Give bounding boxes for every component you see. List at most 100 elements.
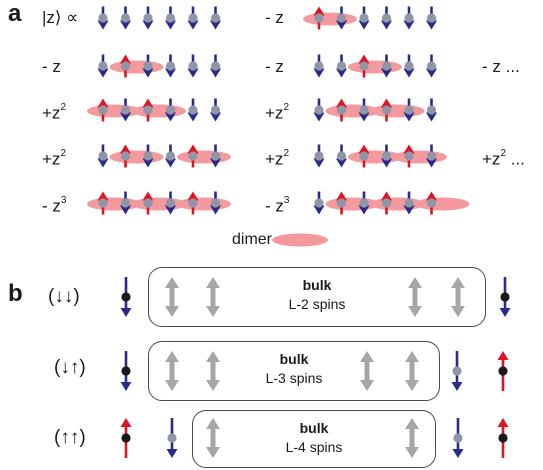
bulk-spin-count: L-2 spins: [288, 296, 346, 312]
spin-down-arrow-site: [210, 198, 221, 208]
spin-down-arrow-site: [143, 13, 153, 23]
spin-up-arrow-head: [403, 144, 415, 154]
bulk-spin-count: L-3 spins: [265, 370, 323, 386]
spin-down-arrow-site: [314, 105, 324, 115]
spin-down-arrow-site: [404, 61, 414, 71]
bulk-spin-double-arrow-up-head: [165, 351, 179, 362]
spin-up-arrow-site: [359, 61, 369, 71]
spin-down-arrow-site: [188, 13, 198, 23]
boundary-spin-down-arrow-site: [121, 292, 131, 302]
spin-down-arrow-site: [188, 61, 198, 71]
spin-down-arrow-site: [426, 151, 437, 161]
spin-down-arrow-site: [336, 61, 347, 71]
spin-down-arrow-head: [403, 112, 415, 122]
spin-down-arrow-head: [403, 20, 415, 30]
spin-down-arrow-head: [358, 112, 370, 122]
spin-down-arrow-site: [165, 105, 176, 115]
dimer-ellipse: [348, 60, 402, 74]
spin-down-arrow-site: [381, 13, 392, 23]
spin-down-arrow-site: [120, 198, 131, 208]
spin-up-arrow-head: [358, 144, 370, 154]
spin-down-arrow-head: [210, 112, 221, 122]
spin-down-arrow-head: [313, 112, 325, 122]
bulk-title: bulk: [302, 277, 332, 293]
boundary-spin-up-arrow-head: [497, 418, 509, 427]
row2-term1-prefix: - z: [42, 57, 61, 76]
spin-down-arrow-site: [165, 198, 176, 208]
spin-up-arrow-site: [336, 198, 347, 208]
spin-down-arrow-site: [120, 13, 131, 23]
spin-up-arrow-site: [426, 198, 437, 208]
spin-down-arrow-head: [403, 205, 415, 215]
spin-up-arrow-site: [143, 105, 153, 115]
spin-down-arrow-head: [426, 20, 437, 30]
spin-down-arrow-site: [426, 61, 437, 71]
bulk-box-l2: bulk L-2 spins: [148, 267, 486, 327]
spin-down-arrow-site: [314, 198, 324, 208]
spin-down-arrow-head: [165, 112, 176, 122]
bulk-spin-double-arrow-up-head: [165, 277, 179, 288]
spin-down-arrow-head: [142, 20, 154, 30]
panel-b-label: b: [8, 280, 23, 307]
spin-up-arrow-site: [404, 151, 414, 161]
boundary-spin-up-arrow-site: [498, 366, 508, 376]
bulk-spin-double-arrow-down-head: [206, 447, 220, 458]
spin-down-arrow-head: [358, 20, 370, 30]
boundary-spin-up-arrow-site: [121, 433, 131, 443]
spin-down-arrow-site: [165, 61, 176, 71]
spin-down-arrow-site: [314, 151, 324, 161]
row5-term2-prefix: - z3: [265, 195, 290, 216]
dimer-ellipse: [393, 150, 447, 164]
spin-down-arrow-head: [381, 68, 392, 78]
spin-down-arrow-head: [381, 20, 392, 30]
spin-down-arrow-site: [381, 151, 392, 161]
spin-down-arrow-head: [336, 158, 347, 168]
spin-down-arrow-site: [404, 198, 414, 208]
spin-up-arrow-head: [97, 191, 109, 201]
spin-down-arrow-head: [187, 20, 199, 30]
spin-down-arrow-head: [336, 20, 347, 30]
spin-down-arrow-head: [97, 20, 109, 30]
spin-up-arrow-site: [98, 105, 108, 115]
spin-down-arrow-head: [142, 68, 154, 78]
spin-down-arrow-site: [210, 151, 221, 161]
boundary-spin-up-arrow-head: [120, 418, 132, 427]
bulk-spin-double-arrow-down-head: [360, 380, 374, 391]
spin-down-arrow-head: [426, 112, 437, 122]
spin-down-arrow-site: [404, 13, 414, 23]
row2-term2-prefix: - z: [265, 57, 284, 76]
spin-up-arrow-head: [313, 6, 325, 16]
boundary-spin-down-arrow-head: [120, 308, 132, 317]
bulk-spin-count: L-4 spins: [285, 439, 343, 455]
spin-down-arrow-site: [359, 13, 369, 23]
boundary-spin-down-arrow-site: [167, 433, 177, 443]
spin-up-arrow-site: [336, 105, 347, 115]
spin-down-arrow-site: [165, 151, 176, 161]
spin-down-arrow-site: [404, 105, 414, 115]
dimer-ellipse: [370, 104, 425, 118]
bulk-title: bulk: [279, 351, 309, 367]
boundary-spin-down-arrow-site: [121, 366, 131, 376]
spin-up-arrow-site: [188, 198, 198, 208]
bulk-spin-double-arrow-down-head: [408, 306, 422, 317]
bc-label-down-up: (↓↑): [54, 357, 86, 378]
bc-label-up-up: (↑↑): [54, 427, 86, 448]
spin-down-arrow-site: [143, 151, 153, 161]
dimer-ellipse: [303, 12, 357, 26]
spin-up-arrow-head: [97, 98, 109, 108]
spin-up-arrow-site: [381, 105, 392, 115]
bulk-spin-double-arrow-up-head: [206, 277, 220, 288]
spin-down-arrow-site: [165, 13, 176, 23]
dimer-ellipse: [132, 104, 186, 118]
bc-label-down-down: (↓↓): [48, 286, 80, 307]
bulk-box-l3: bulk L-3 spins: [148, 341, 440, 401]
panel-a-label: a: [8, 0, 22, 27]
row3-term2-prefix: +z2: [265, 102, 289, 123]
bulk-title: bulk: [299, 420, 329, 436]
boundary-spin-down-arrow-head: [120, 382, 132, 391]
spin-down-arrow-site: [314, 61, 324, 71]
spin-up-arrow-head: [120, 54, 131, 64]
spin-down-arrow-site: [336, 13, 347, 23]
bulk-spin-double-arrow-up-head: [408, 277, 422, 288]
state-ket-label: |z⟩ ∝: [42, 8, 79, 27]
